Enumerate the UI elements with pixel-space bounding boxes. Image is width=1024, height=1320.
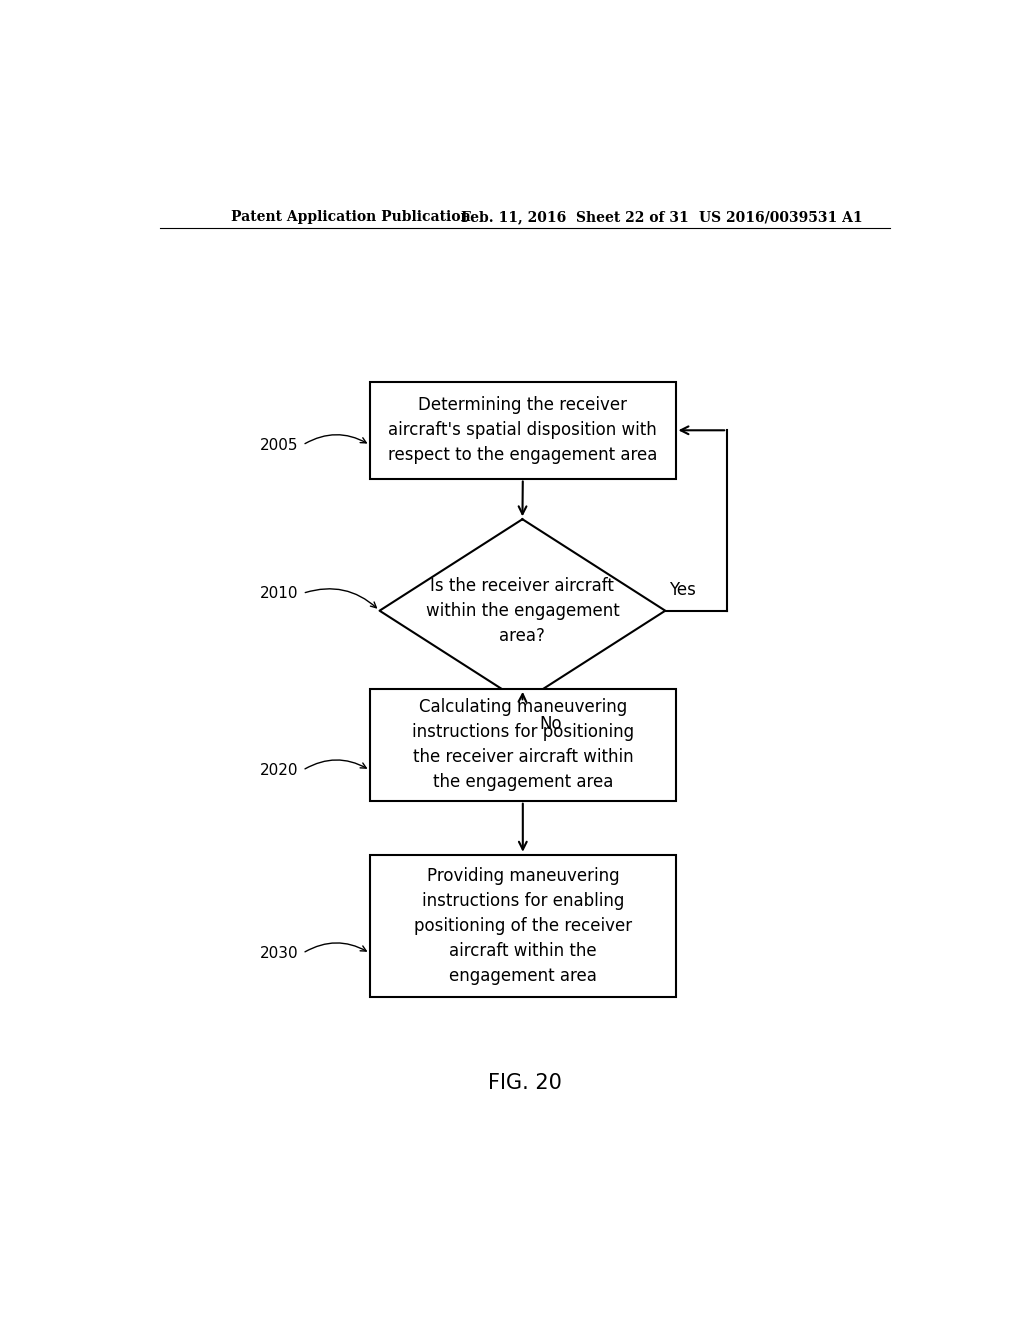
Text: FIG. 20: FIG. 20 <box>487 1073 562 1093</box>
Text: Is the receiver aircraft
within the engagement
area?: Is the receiver aircraft within the enga… <box>426 577 620 644</box>
Bar <box>370 689 676 801</box>
Text: Providing maneuvering
instructions for enabling
positioning of the receiver
airc: Providing maneuvering instructions for e… <box>414 867 632 985</box>
Text: Calculating maneuvering
instructions for positioning
the receiver aircraft withi: Calculating maneuvering instructions for… <box>412 698 634 792</box>
Bar <box>370 854 676 997</box>
Text: 2020: 2020 <box>260 763 299 777</box>
Text: Feb. 11, 2016  Sheet 22 of 31: Feb. 11, 2016 Sheet 22 of 31 <box>461 210 689 224</box>
Polygon shape <box>380 519 666 702</box>
Text: 2010: 2010 <box>260 586 299 601</box>
Text: 2030: 2030 <box>260 945 299 961</box>
Text: Determining the receiver
aircraft's spatial disposition with
respect to the enga: Determining the receiver aircraft's spat… <box>388 396 657 465</box>
Text: Patent Application Publication: Patent Application Publication <box>231 210 471 224</box>
Text: Yes: Yes <box>670 581 696 598</box>
Bar <box>370 381 676 479</box>
Text: 2005: 2005 <box>260 437 299 453</box>
Text: No: No <box>539 715 562 734</box>
Text: US 2016/0039531 A1: US 2016/0039531 A1 <box>699 210 863 224</box>
